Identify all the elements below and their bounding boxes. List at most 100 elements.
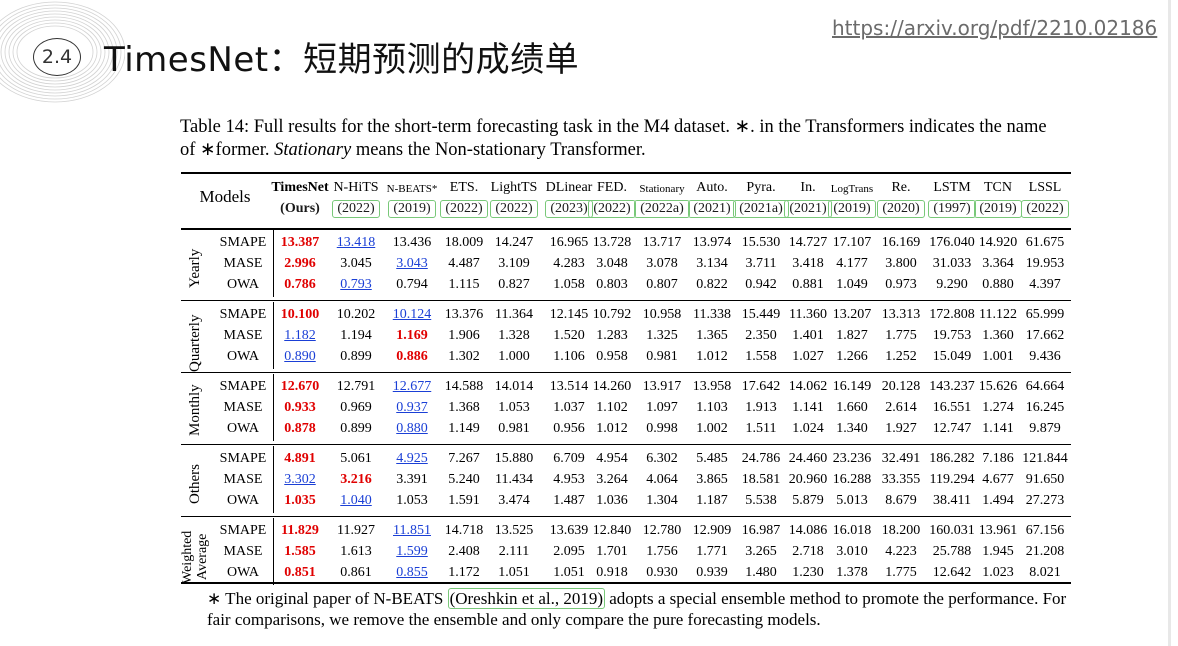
table-cell: 0.942 [745, 277, 777, 292]
table-cell: 9.436 [1029, 349, 1061, 364]
citation-box[interactable] [733, 200, 789, 218]
table-cell: 143.237 [929, 379, 975, 394]
table-cell: 4.397 [1029, 277, 1061, 292]
table-cell: 1.266 [836, 349, 868, 364]
table-cell: 12.791 [336, 379, 376, 394]
slide-title: TimesNet：短期预测的成绩单 [104, 40, 580, 80]
table-cell: 1.591 [448, 493, 480, 508]
source-url-link[interactable]: https://arxiv.org/pdf/2210.02186 [832, 16, 1158, 40]
table-cell: 4.283 [553, 256, 585, 271]
table-cell: 5.879 [792, 493, 824, 508]
table-cell: 4.677 [982, 472, 1014, 487]
table-cell: 5.061 [340, 451, 372, 466]
model-year-header: (2019) [833, 201, 871, 216]
table-cell: 0.933 [284, 400, 316, 415]
metric-label: MASE [223, 472, 263, 487]
table-cell: 4.223 [885, 544, 917, 559]
metric-label: MASE [223, 400, 263, 415]
section-number-badge: 2.4 [33, 38, 81, 76]
model-year-header: (2022a) [640, 201, 684, 216]
table-cell: 3.043 [396, 256, 428, 271]
table-cell: 11.927 [337, 523, 375, 538]
table-cell: 1.097 [646, 400, 678, 415]
citation-box[interactable] [440, 200, 488, 218]
citation-box[interactable] [974, 200, 1022, 218]
table-cell: 0.880 [982, 277, 1014, 292]
citation-box[interactable] [545, 200, 593, 218]
table-cell: 19.753 [932, 328, 972, 343]
citation-box[interactable] [928, 200, 976, 218]
metric-label: MASE [223, 544, 263, 559]
table-cell: 4.953 [553, 472, 585, 487]
table-cell: 0.886 [396, 349, 428, 364]
citation-box[interactable] [877, 200, 925, 218]
table-cell: 1.283 [596, 328, 628, 343]
table-cell: 1.558 [745, 349, 777, 364]
table-cell: 13.313 [881, 307, 921, 322]
table-cell: 1.325 [646, 328, 678, 343]
citation-box[interactable] [332, 200, 380, 218]
table-cell: 12.840 [592, 523, 632, 538]
table-cell: 1.182 [284, 328, 316, 343]
citation-box[interactable] [388, 200, 436, 218]
caption-part-2: means the Non-stationary Transformer. [351, 140, 646, 160]
table-cell: 1.771 [696, 544, 728, 559]
model-name-header: In. [800, 180, 816, 195]
table-cell: 3.800 [885, 256, 917, 271]
table-cell: 13.376 [444, 307, 484, 322]
citation-box[interactable] [784, 200, 832, 218]
table-cell: 1.115 [448, 277, 480, 292]
table-cell: 1.775 [885, 565, 917, 580]
citation-box[interactable] [490, 200, 538, 218]
citation-box[interactable] [688, 200, 736, 218]
table-cell: 0.981 [498, 421, 530, 436]
table-cell: 0.890 [284, 349, 316, 364]
table-cell: 1.106 [553, 349, 585, 364]
table-cell: 2.111 [498, 544, 530, 559]
model-year-header: (2022) [337, 201, 375, 216]
footnote-citation[interactable]: (Oreshkin et al., 2019) [447, 588, 605, 609]
table-cell: 1.012 [596, 421, 628, 436]
model-year-header: (2021) [693, 201, 731, 216]
table-cell: 15.049 [932, 349, 972, 364]
table-cell: 15.880 [494, 451, 534, 466]
table-cell: 5.013 [836, 493, 868, 508]
metric-column-divider [273, 446, 274, 513]
group-separator-rule [181, 444, 1071, 445]
metric-column-divider [273, 230, 274, 297]
table-cell: 11.364 [495, 307, 533, 322]
table-cell: 0.822 [696, 277, 728, 292]
citation-box[interactable] [828, 200, 876, 218]
table-cell: 0.851 [284, 565, 316, 580]
table-cell: 2.350 [745, 328, 777, 343]
metric-label: SMAPE [219, 451, 267, 466]
table-cell: 1.051 [498, 565, 530, 580]
table-cell: 176.040 [929, 235, 975, 250]
table-cell: 1.511 [745, 421, 777, 436]
citation-box[interactable] [1021, 200, 1069, 218]
model-year-header: (2021a) [739, 201, 783, 216]
table-cell: 3.264 [596, 472, 628, 487]
table-cell: 15.626 [978, 379, 1018, 394]
table-cell: 1.365 [696, 328, 728, 343]
table-cell: 8.679 [885, 493, 917, 508]
table-cell: 1.368 [448, 400, 480, 415]
table-cell: 12.909 [692, 523, 732, 538]
table-cell: 1.827 [836, 328, 868, 343]
table-cell: 5.240 [448, 472, 480, 487]
table-cell: 1.520 [553, 328, 585, 343]
table-cell: 11.360 [789, 307, 827, 322]
model-name-header: LSSL [1028, 180, 1062, 195]
table-cell: 20.960 [788, 472, 828, 487]
table-cell: 1.058 [553, 277, 585, 292]
table-cell: 0.998 [646, 421, 678, 436]
metric-label: OWA [227, 565, 259, 580]
group-separator-rule [181, 372, 1071, 373]
table-cell: 3.216 [340, 472, 372, 487]
citation-box[interactable] [634, 200, 690, 218]
model-name-header: N-BEATS* [386, 183, 438, 195]
citation-box[interactable] [588, 200, 636, 218]
table-cell: 18.200 [881, 523, 921, 538]
table-cell: 1.149 [448, 421, 480, 436]
table-cell: 1.927 [885, 421, 917, 436]
